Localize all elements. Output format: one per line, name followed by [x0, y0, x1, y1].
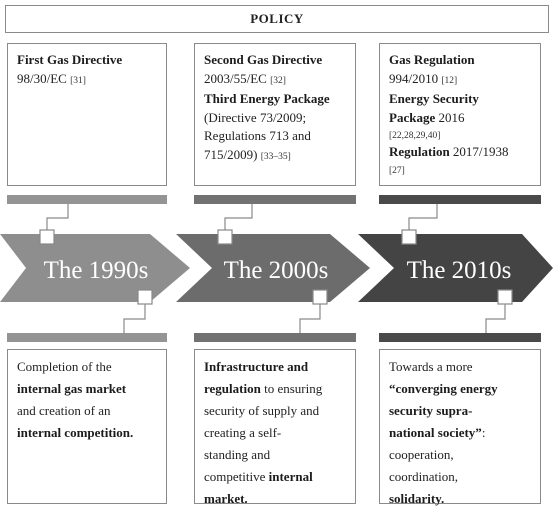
outcome-text: “converging energy: [389, 381, 498, 396]
marker-bottom-1990s: [137, 289, 153, 305]
connector-bottom-2000s: [299, 304, 321, 333]
policy-text: First Gas Directive: [17, 52, 123, 67]
chevron-2000s: [176, 234, 370, 302]
reference: [22,28,29,40]: [389, 131, 441, 141]
marker-top-2010s: [401, 229, 417, 245]
policy-text: Regulations 713 and: [204, 128, 311, 143]
policy-box-2010s: Gas Regulation 994/2010 [12] Energy Secu…: [379, 43, 541, 186]
connector-top-2010s: [408, 204, 438, 230]
policy-text: Gas Regulation: [389, 52, 475, 67]
bottom-bar-2000s: [194, 333, 356, 342]
outcome-text: market.: [204, 491, 248, 506]
era-label-2000s: The 2000s: [224, 257, 329, 284]
bottom-bar-1990s: [7, 333, 167, 342]
outcome-text: regulation: [204, 381, 261, 396]
top-bar-2010s: [379, 195, 541, 204]
connector-top-2000s: [224, 204, 253, 230]
policy-text: 715/2009): [204, 146, 258, 162]
policy-text: 98/30/EC: [17, 70, 67, 86]
marker-top-1990s: [39, 229, 55, 245]
chevron-2010s: [358, 234, 553, 302]
outcome-text: solidarity.: [389, 491, 445, 506]
outcome-text: coordination,: [389, 469, 458, 484]
outcome-text: Infrastructure and: [204, 359, 309, 374]
chevron-1990s: [0, 234, 190, 302]
reference: [31]: [70, 75, 86, 86]
top-bar-2000s: [194, 195, 356, 204]
outcome-text: to ensuring: [260, 381, 323, 396]
outcome-text: Completion of the: [17, 359, 112, 374]
outcome-text: creating a self-: [204, 425, 282, 440]
outcome-text: cooperation,: [389, 447, 454, 462]
policy-text: Second Gas Directive: [204, 52, 323, 67]
policy-text: (Directive 73/2009;: [204, 109, 307, 125]
marker-top-2000s: [217, 229, 233, 245]
outcome-text: Towards a more: [389, 359, 473, 374]
outcome-text: standing and: [204, 447, 271, 462]
marker-bottom-2010s: [497, 289, 513, 305]
policy-text: Regulation: [389, 144, 450, 159]
connector-bottom-2010s: [485, 304, 506, 333]
outcome-box-2010s: Towards a more “converging energy securi…: [379, 349, 541, 506]
policy-header: POLICY: [5, 5, 549, 33]
top-bar-1990s: [7, 195, 167, 204]
reference: [12]: [441, 75, 458, 86]
policy-text: 2003/55/EC: [204, 70, 267, 86]
outcome-text: security of supply and: [204, 403, 320, 418]
outcome-box-2000s: Infrastructure and regulation to ensurin…: [194, 349, 356, 506]
policy-text: Package: [389, 109, 436, 125]
policy-text: Third Energy Package: [204, 91, 330, 106]
policy-text: Energy Security: [389, 91, 479, 106]
era-label-2010s: The 2010s: [407, 257, 512, 284]
policy-text: 994/2010: [389, 70, 439, 86]
reference: [27]: [389, 165, 405, 176]
bottom-bar-2010s: [379, 333, 541, 342]
outcome-box-1990s: Completion of the internal gas market an…: [7, 349, 167, 504]
marker-bottom-2000s: [312, 289, 328, 305]
reference: [32]: [270, 75, 286, 86]
outcome-text: competitive: [204, 469, 269, 484]
outcome-text: :: [481, 425, 486, 440]
policy-text: 2017/1938: [449, 144, 509, 159]
outcome-text: national society”: [389, 425, 482, 440]
outcome-text: internal competition.: [17, 425, 134, 440]
outcome-text: security supra-: [389, 403, 473, 418]
era-label-1990s: The 1990s: [44, 257, 149, 284]
outcome-text: internal: [268, 469, 313, 484]
policy-text: 2016: [435, 109, 465, 125]
reference: [33–35]: [260, 151, 291, 162]
policy-box-1990s: First Gas Directive 98/30/EC [31]: [7, 43, 167, 186]
outcome-text: and creation of an: [17, 403, 111, 418]
policy-box-2000s: Second Gas Directive 2003/55/EC [32] Thi…: [194, 43, 356, 186]
outcome-text: internal gas market: [17, 381, 127, 396]
connector-top-1990s: [46, 204, 69, 230]
policy-title: POLICY: [250, 11, 304, 26]
connector-bottom-1990s: [123, 304, 146, 333]
